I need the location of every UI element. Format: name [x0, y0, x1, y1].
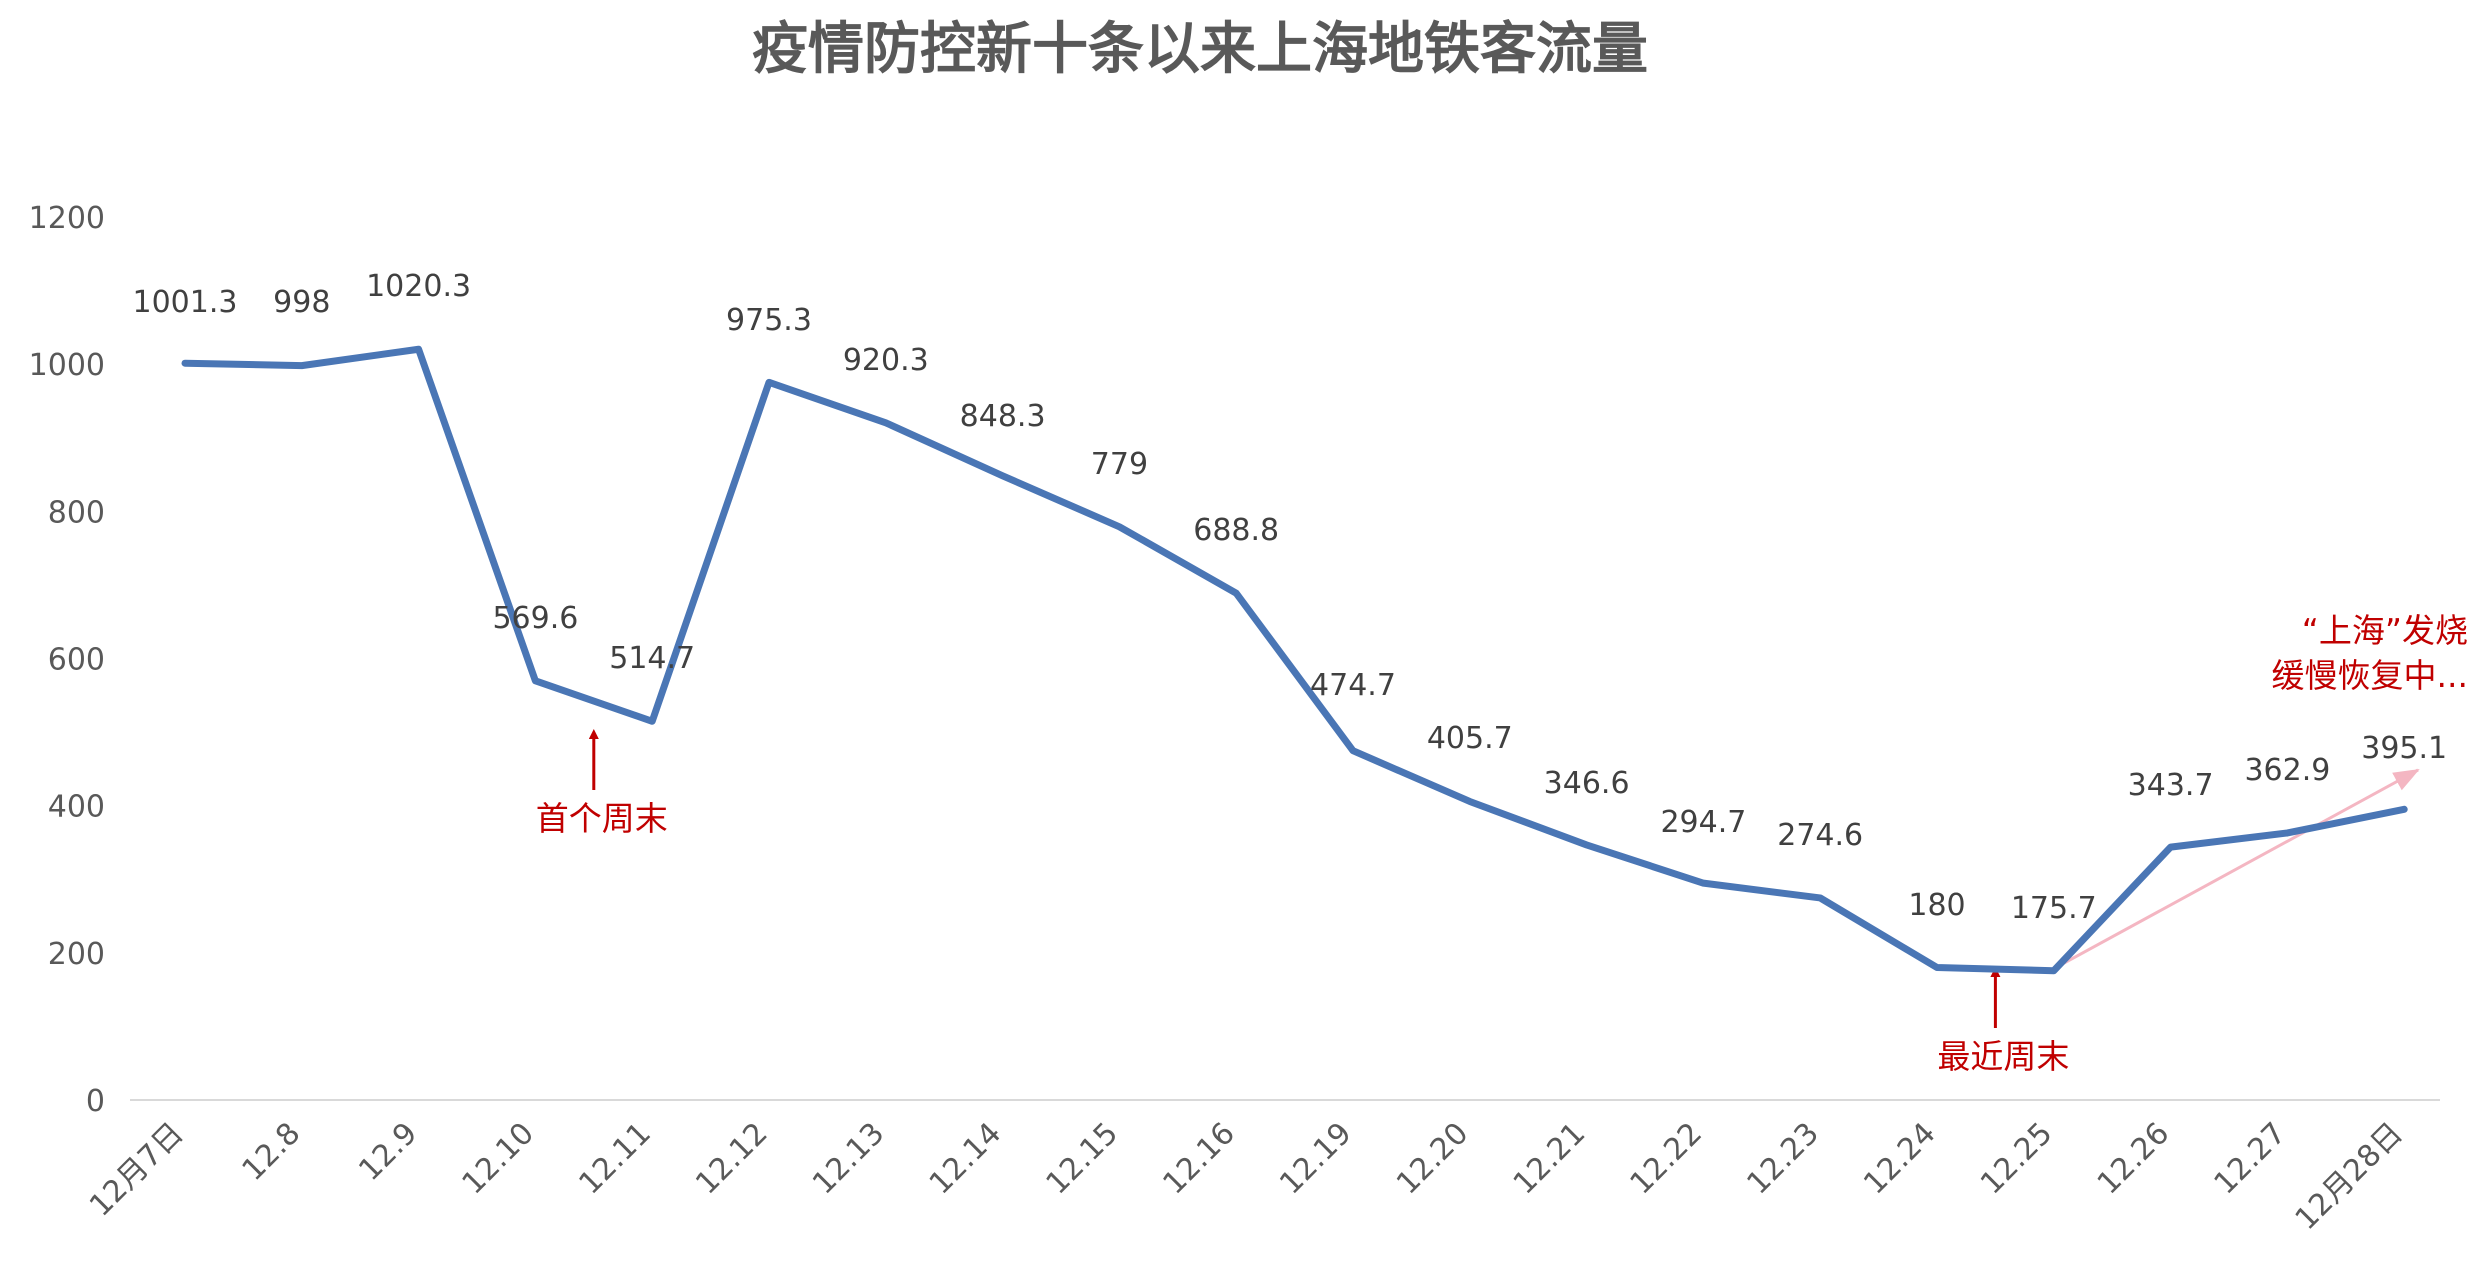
- data-point: [1467, 799, 1472, 804]
- x-tick-label: 12.22: [1624, 1116, 1709, 1201]
- data-label: 362.9: [2244, 753, 2330, 788]
- x-tick-label: 12.10: [456, 1116, 541, 1201]
- data-label: 1020.3: [366, 269, 471, 304]
- data-point: [1935, 965, 1939, 970]
- data-label: 274.6: [1777, 818, 1863, 853]
- x-tick-label: 12.27: [2208, 1116, 2293, 1201]
- x-tick-label: 12.21: [1507, 1116, 1592, 1201]
- y-tick-label: 400: [48, 790, 105, 825]
- data-label: 405.7: [1427, 721, 1513, 756]
- data-point: [533, 678, 538, 683]
- series-line: [181, 345, 2408, 975]
- data-label: 920.3: [843, 343, 929, 378]
- x-tick-label: 12.12: [689, 1116, 774, 1201]
- x-tick-label: 12.19: [1273, 1116, 1358, 1201]
- annotation-text: “上海”发烧: [2302, 611, 2468, 650]
- x-tick-label: 12.16: [1156, 1116, 1241, 1201]
- data-point: [650, 719, 655, 724]
- data-point: [1234, 591, 1239, 596]
- data-point: [2285, 830, 2290, 835]
- x-tick-label: 12.8: [235, 1116, 307, 1188]
- x-tick-label: 12.24: [1857, 1116, 1942, 1201]
- data-point: [1818, 895, 1823, 900]
- x-tick-label: 12.9: [352, 1116, 424, 1188]
- data-label: 975.3: [726, 303, 812, 338]
- trend-arrow: [2053, 768, 2420, 971]
- data-point: [1000, 473, 1005, 478]
- x-tick-label: 12.23: [1740, 1116, 1825, 1201]
- y-tick-label: 200: [48, 937, 105, 972]
- y-tick-label: 600: [48, 643, 105, 678]
- y-tick-label: 800: [48, 495, 105, 530]
- data-label: 180: [1908, 888, 1965, 923]
- data-label: 688.8: [1193, 513, 1279, 548]
- x-tick-label: 12.20: [1390, 1116, 1475, 1201]
- data-label: 294.7: [1660, 805, 1746, 840]
- annotation-text: 缓慢恢复中...: [2272, 656, 2468, 695]
- y-tick-label: 1200: [29, 201, 105, 236]
- data-label: 395.1: [2361, 731, 2447, 766]
- data-label: 343.7: [2128, 768, 2214, 803]
- data-point: [1584, 842, 1589, 847]
- data-label: 569.6: [492, 601, 578, 636]
- y-tick-label: 0: [86, 1084, 105, 1119]
- x-tick-label: 12.14: [923, 1116, 1008, 1201]
- chart-title: 疫情防控新十条以来上海地铁客流量: [752, 17, 1648, 82]
- data-point: [767, 380, 771, 385]
- data-label: 175.7: [2011, 891, 2097, 926]
- data-point: [2402, 807, 2407, 812]
- x-tick-label: 12月28日: [2289, 1116, 2410, 1237]
- y-tick-label: 1000: [29, 348, 105, 383]
- annotation-text: 最近周末: [1937, 1037, 2069, 1076]
- data-label: 998: [273, 285, 330, 320]
- x-tick-label: 12.13: [806, 1116, 891, 1201]
- data-point: [1351, 748, 1355, 753]
- x-tick-label: 12.11: [572, 1116, 657, 1201]
- data-label: 1001.3: [133, 285, 238, 320]
- data-point: [416, 347, 421, 352]
- data-label: 514.7: [609, 641, 695, 676]
- data-point: [2051, 968, 2056, 973]
- data-point: [1117, 524, 1122, 529]
- x-tick-label: 12.15: [1040, 1116, 1125, 1201]
- data-point: [1701, 881, 1706, 886]
- x-tick-label: 12.25: [1974, 1116, 2059, 1201]
- data-point: [299, 363, 304, 368]
- data-label: 346.6: [1544, 766, 1630, 801]
- data-labels: 1001.3 998 1020.3 569.6 514.7 975.3 920.3 848.3…: [133, 269, 2448, 926]
- series-group: [181, 345, 2408, 975]
- x-tick-label: 12.26: [2091, 1116, 2176, 1201]
- data-point: [2168, 845, 2173, 850]
- data-point: [183, 361, 187, 366]
- annotation-text: 首个周末: [536, 799, 668, 838]
- data-label: 779: [1091, 447, 1148, 482]
- data-label: 474.7: [1310, 668, 1396, 703]
- x-tick-label: 12月7日: [83, 1116, 191, 1224]
- data-point: [883, 420, 888, 425]
- data-label: 848.3: [960, 399, 1046, 434]
